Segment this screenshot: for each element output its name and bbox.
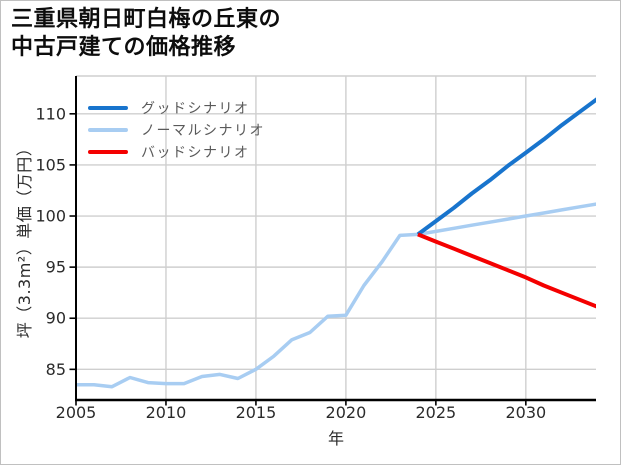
x-tick-label-2005: 2005 (56, 403, 97, 422)
series-line-1 (416, 97, 596, 237)
chart-title: 三重県朝日町白梅の丘東の 中古戸建ての価格推移 (11, 6, 281, 62)
series-line-2 (417, 232, 596, 309)
legend-label-bad: バッドシナリオ (141, 145, 250, 161)
x-tick-label-2025: 2025 (416, 403, 457, 422)
legend-swatch-bad (88, 150, 128, 154)
y-tick-label-95: 95 (46, 258, 66, 277)
x-axis-label: 年 (327, 429, 345, 448)
x-tick-label-2020: 2020 (326, 403, 367, 422)
y-tick-label-105: 105 (35, 155, 66, 174)
legend-label-normal: ノーマルシナリオ (141, 123, 265, 139)
x-tick-label-2015: 2015 (236, 403, 277, 422)
y-tick-label-85: 85 (46, 360, 66, 379)
y-tick-label-110: 110 (35, 104, 66, 123)
legend: グッドシナリオ ノーマルシナリオ バッドシナリオ (88, 97, 265, 163)
legend-item-normal-scenario: ノーマルシナリオ (88, 119, 265, 141)
y-axis-label: 坪（3.3m²）単価（万円） (15, 139, 34, 339)
legend-item-good-scenario: グッドシナリオ (88, 97, 265, 119)
chart-title-line2: 中古戸建ての価格推移 (11, 35, 237, 60)
legend-swatch-normal (88, 128, 128, 132)
legend-label-good: グッドシナリオ (141, 101, 250, 117)
y-tick-label-90: 90 (46, 309, 66, 328)
chart-title-line1: 三重県朝日町白梅の丘東の (11, 7, 282, 32)
legend-item-bad-scenario: バッドシナリオ (88, 141, 265, 163)
x-tick-label-2010: 2010 (146, 403, 187, 422)
legend-swatch-good (88, 106, 128, 110)
x-tick-label-2030: 2030 (505, 403, 546, 422)
y-tick-label-100: 100 (35, 207, 66, 226)
series-line-0 (76, 202, 596, 389)
